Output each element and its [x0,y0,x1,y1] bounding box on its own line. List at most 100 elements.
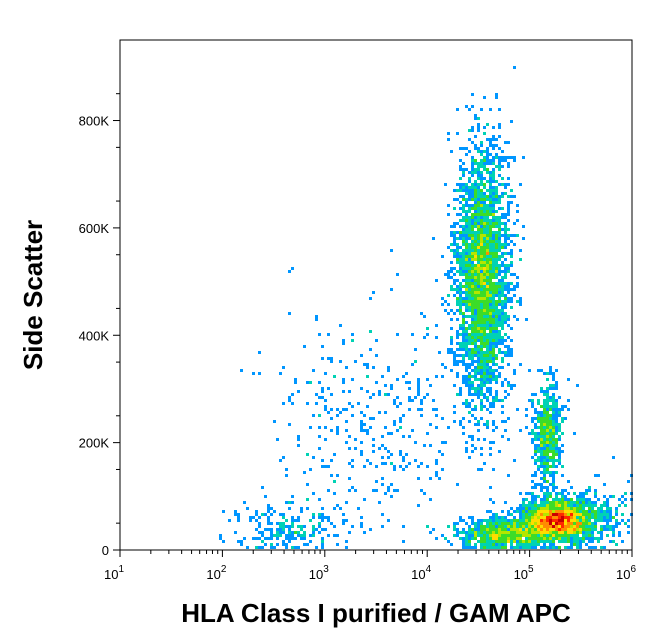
event-dot [483,126,486,129]
event-dot [558,522,561,525]
event-dot [501,156,504,159]
event-dot [465,288,468,291]
event-dot [387,366,390,369]
event-dot [360,420,363,423]
event-dot [477,438,480,441]
event-dot [573,537,576,540]
event-dot [462,237,465,240]
event-dot [552,477,555,480]
event-dot [369,330,372,333]
event-dot [492,543,495,546]
event-dot [534,459,537,462]
event-dot [483,303,486,306]
event-dot [519,540,522,543]
event-dot [246,546,249,549]
event-dot [477,333,480,336]
event-dot [342,381,345,384]
event-dot [552,483,555,486]
event-dot [504,252,507,255]
event-dot [537,444,540,447]
event-dot [576,498,579,501]
event-dot [330,357,333,360]
event-dot [471,216,474,219]
event-dot [477,225,480,228]
event-dot [462,432,465,435]
event-dot [495,525,498,528]
event-dot [480,540,483,543]
event-dot [453,267,456,270]
event-dot [495,195,498,198]
event-dot [471,294,474,297]
event-dot [390,495,393,498]
event-dot [468,300,471,303]
event-dot [495,333,498,336]
event-dot [492,282,495,285]
event-dot [489,228,492,231]
event-dot [477,237,480,240]
event-dot [552,543,555,546]
event-dot [459,177,462,180]
event-dot [465,204,468,207]
event-dot [480,261,483,264]
event-dot [495,396,498,399]
event-dot [483,288,486,291]
event-dot [585,510,588,513]
event-dot [483,372,486,375]
event-dot [549,447,552,450]
event-dot [543,444,546,447]
event-dot [312,534,315,537]
event-dot [426,465,429,468]
event-dot [507,474,510,477]
event-dot [384,393,387,396]
event-dot [456,522,459,525]
event-dot [489,510,492,513]
event-dot [576,546,579,549]
event-dot [474,252,477,255]
event-dot [591,513,594,516]
event-dot [519,522,522,525]
event-dot [486,354,489,357]
event-dot [549,504,552,507]
event-dot [477,267,480,270]
event-dot [615,543,618,546]
event-dot [615,510,618,513]
event-dot [474,255,477,258]
event-dot [543,447,546,450]
event-dot [555,486,558,489]
event-dot [474,198,477,201]
event-dot [555,423,558,426]
event-dot [516,318,519,321]
event-dot [495,345,498,348]
event-dot [486,288,489,291]
event-dot [465,186,468,189]
event-dot [513,294,516,297]
event-dot [579,540,582,543]
event-dot [546,414,549,417]
event-dot [483,297,486,300]
event-dot [261,534,264,537]
event-dot [585,543,588,546]
event-dot [417,477,420,480]
event-dot [570,504,573,507]
event-dot [462,426,465,429]
event-dot [492,369,495,372]
event-dot [261,513,264,516]
event-dot [456,360,459,363]
event-dot [510,273,513,276]
event-dot [279,513,282,516]
event-dot [570,540,573,543]
event-dot [348,447,351,450]
event-dot [507,363,510,366]
event-dot [537,435,540,438]
event-dot [558,423,561,426]
event-dot [456,318,459,321]
event-dot [330,522,333,525]
event-dot [462,297,465,300]
event-dot [483,258,486,261]
event-dot [576,513,579,516]
event-dot [549,531,552,534]
event-dot [486,324,489,327]
event-dot [519,258,522,261]
event-dot [504,246,507,249]
event-dot [543,546,546,549]
